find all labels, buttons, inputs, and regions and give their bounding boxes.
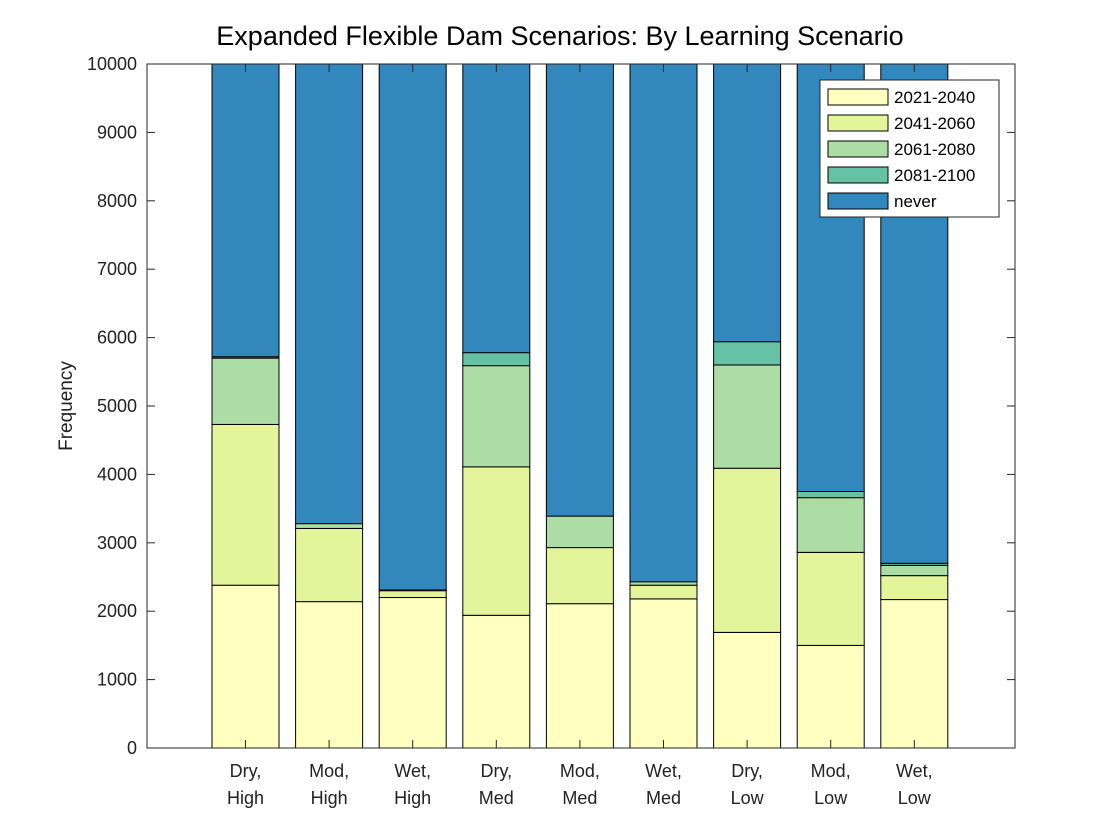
- y-tick-label: 1000: [97, 670, 137, 690]
- bar-segment-2041-2060: [880, 575, 949, 601]
- legend-label: 2061-2080: [894, 140, 975, 159]
- bar-segment-2061-2080: [880, 564, 949, 577]
- legend-label: 2081-2100: [894, 166, 975, 185]
- bar-segment-never: [629, 63, 698, 583]
- bar-segment-2061-2080: [629, 581, 698, 586]
- bar-segment-2061-2080: [295, 523, 364, 529]
- x-tick-label-line1: Wet,: [896, 761, 933, 781]
- y-tick-label: 9000: [97, 122, 137, 142]
- bar-segment-2041-2060: [796, 551, 865, 646]
- bar-segment-2021-2040: [211, 584, 280, 749]
- x-tick-label-line1: Mod,: [309, 761, 349, 781]
- bars-layer: [211, 63, 949, 749]
- y-tick-label: 3000: [97, 533, 137, 553]
- bar-segment-2041-2060: [211, 423, 280, 586]
- x-tick-label-line1: Mod,: [811, 761, 851, 781]
- bar-segment-2021-2040: [545, 603, 614, 749]
- chart-title: Expanded Flexible Dam Scenarios: By Lear…: [216, 21, 903, 51]
- x-tick-label-line2: Med: [479, 788, 514, 808]
- legend-label: 2041-2060: [894, 114, 975, 133]
- bar-segment-2041-2060: [462, 466, 531, 616]
- bar-segment-2021-2040: [713, 631, 782, 749]
- bar-segment-2041-2060: [545, 547, 614, 605]
- bar-segment-2081-2100: [713, 341, 782, 366]
- bar-segment-never: [295, 63, 364, 525]
- ticks-layer: 0 1000 2000 3000 4000 5000 6000 7000 8000 9000 100…: [87, 54, 1015, 808]
- bar-segment-2061-2080: [462, 365, 531, 468]
- bar-segment-2021-2040: [295, 601, 364, 749]
- bar-segment-never: [545, 63, 614, 517]
- x-tick-label-line2: High: [227, 788, 264, 808]
- x-tick-label-line2: High: [311, 788, 348, 808]
- bar-segment-never: [211, 63, 280, 358]
- legend-swatch: [827, 166, 889, 184]
- x-tick-label-line2: High: [394, 788, 431, 808]
- y-tick-label: 2000: [97, 601, 137, 621]
- y-tick-label: 8000: [97, 191, 137, 211]
- legend-swatch: [827, 140, 889, 158]
- legend-label: 2021-2040: [894, 88, 975, 107]
- bar-segment-2041-2060: [629, 584, 698, 600]
- legend: 2021-2040 2041-2060 2061-2080 2081-2100 neve…: [819, 79, 1000, 218]
- x-tick-label-line2: Med: [646, 788, 681, 808]
- y-tick-label: 7000: [97, 259, 137, 279]
- bar-segment-2021-2040: [462, 614, 531, 749]
- x-tick-label-line2: Low: [731, 788, 765, 808]
- bar-segment-never: [378, 63, 447, 591]
- x-tick-label-line1: Wet,: [645, 761, 682, 781]
- bar-segment-never: [462, 63, 531, 354]
- legend-swatch: [827, 114, 889, 132]
- bar-segment-2041-2060: [713, 467, 782, 633]
- y-tick-label: 4000: [97, 464, 137, 484]
- x-tick-label-line1: Wet,: [394, 761, 431, 781]
- x-tick-label-line2: Low: [814, 788, 848, 808]
- x-tick-label-line1: Mod,: [560, 761, 600, 781]
- bar-segment-2021-2040: [880, 599, 949, 749]
- x-tick-label-line1: Dry,: [480, 761, 512, 781]
- legend-label: never: [894, 192, 937, 211]
- x-tick-label-line2: Low: [898, 788, 932, 808]
- bar-segment-2061-2080: [796, 497, 865, 553]
- bar-segment-2081-2100: [462, 352, 531, 367]
- bar-segment-2081-2100: [796, 491, 865, 499]
- bar-segment-2061-2080: [545, 515, 614, 549]
- y-tick-label: 5000: [97, 396, 137, 416]
- x-tick-label-line1: Dry,: [731, 761, 763, 781]
- bar-segment-2041-2060: [378, 590, 447, 599]
- bar-segment-2061-2080: [713, 364, 782, 469]
- y-tick-label: 0: [127, 738, 137, 758]
- bar-segment-2021-2040: [796, 644, 865, 749]
- bar-segment-2021-2040: [629, 598, 698, 749]
- bar-segment-never: [713, 63, 782, 343]
- y-tick-label: 6000: [97, 328, 137, 348]
- x-tick-label-line1: Dry,: [230, 761, 262, 781]
- bar-segment-2061-2080: [211, 357, 280, 425]
- y-axis-label: Frequency: [56, 361, 77, 451]
- legend-swatch: [827, 192, 889, 210]
- y-tick-label: 10000: [87, 54, 137, 74]
- bar-segment-2041-2060: [295, 527, 364, 603]
- bar-segment-2021-2040: [378, 597, 447, 749]
- x-tick-label-line2: Med: [562, 788, 597, 808]
- legend-swatch: [827, 88, 889, 106]
